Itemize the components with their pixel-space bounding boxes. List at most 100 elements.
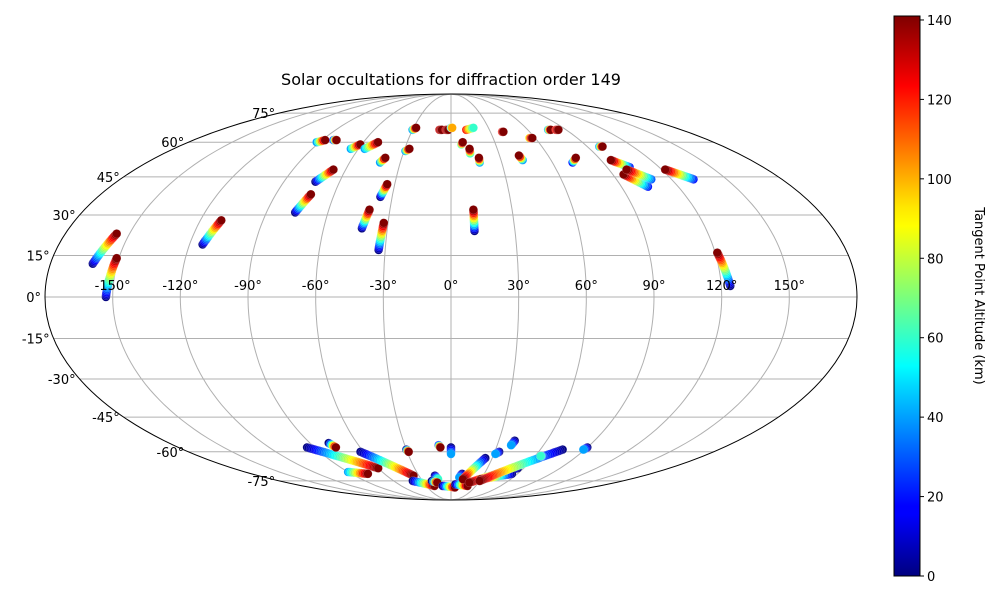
latitude-tick-label: 0° — [26, 291, 41, 306]
occultation-point — [514, 150, 524, 160]
occultation-track — [660, 165, 699, 184]
occultation-point — [380, 153, 390, 163]
occultation-point — [328, 165, 338, 175]
occultation-point — [506, 440, 516, 450]
latitude-tick-label: 45° — [97, 171, 120, 186]
longitude-tick-label: -30° — [369, 279, 397, 294]
occultation-point — [216, 215, 226, 225]
latitude-tick-label: -15° — [22, 333, 50, 348]
occultation-track — [465, 144, 475, 158]
occultation-point — [435, 442, 445, 452]
longitude-tick-label: -60° — [302, 279, 330, 294]
latitude-tick-label: 15° — [27, 249, 50, 264]
latitude-tick-label: -75° — [247, 475, 275, 490]
occultation-point — [373, 137, 383, 147]
occultation-point — [112, 253, 122, 263]
occultation-point — [306, 189, 316, 199]
occultation-point — [464, 478, 474, 488]
occultation-track — [329, 135, 342, 145]
longitude-tick-label: 30° — [507, 279, 530, 294]
map-boundary — [44, 93, 858, 501]
occultation-track — [446, 123, 457, 133]
occultation-track — [568, 153, 581, 167]
occultation-point — [447, 123, 457, 133]
occultation-point — [536, 451, 546, 461]
occultation-point — [382, 179, 392, 189]
latitude-tick-label: -60° — [157, 446, 185, 461]
longitude-tick-label: 90° — [642, 279, 665, 294]
occultation-track — [536, 451, 547, 461]
occultation-point — [578, 445, 588, 455]
occultation-track — [375, 153, 390, 167]
occultation-point — [498, 127, 508, 137]
longitude-tick-label: 60° — [575, 279, 598, 294]
occultation-point — [468, 123, 478, 133]
occultation-point — [606, 155, 616, 165]
occultation-point — [365, 205, 375, 215]
occultation-point — [331, 442, 341, 452]
occultation-point — [404, 447, 414, 457]
occultation-track — [88, 229, 122, 269]
occultation-track — [101, 253, 122, 302]
longitude-tick-label: 0° — [444, 279, 459, 294]
colorbar-ticks: 0 20 40 60 80 100 120 140 — [920, 14, 952, 585]
occultation-point — [553, 125, 563, 135]
colorbar-tick-label: 120 — [927, 93, 952, 108]
occultation-track — [311, 165, 338, 187]
occultation-track — [514, 150, 528, 165]
occultation-track — [343, 467, 373, 479]
occultation-point — [446, 449, 456, 459]
occultation-point — [320, 135, 330, 145]
occultation-point — [404, 144, 414, 154]
occultation-point — [571, 153, 581, 163]
occultation-point — [332, 135, 342, 145]
latitude-tick-label: 60° — [161, 136, 184, 151]
occultation-track — [408, 123, 421, 135]
latitude-tick-label: 75° — [252, 107, 275, 122]
colorbar-label: Tangent Point Altitude (km) — [971, 206, 986, 384]
occultation-point — [468, 205, 478, 215]
occultation-track — [434, 440, 445, 452]
occultation-track — [324, 438, 341, 452]
occultation-point — [598, 142, 608, 152]
occultation-point — [622, 165, 632, 175]
occultation-track — [490, 447, 504, 459]
colorbar-tick-label: 40 — [927, 411, 944, 426]
occultation-track — [594, 142, 608, 152]
longitude-tick-label: -120° — [162, 279, 198, 294]
latitude-tick-label: -30° — [48, 373, 76, 388]
colorbar-tick-label: 0 — [927, 570, 935, 585]
occultation-track — [357, 205, 375, 233]
occultation-track — [506, 436, 520, 450]
colorbar-gradient — [893, 15, 921, 577]
occultation-track — [456, 137, 468, 149]
latitude-tick-label: -45° — [92, 411, 120, 426]
chart-title: Solar occultations for diffraction order… — [281, 70, 621, 89]
latitude-tick-label: 30° — [53, 209, 76, 224]
occultation-track — [290, 189, 316, 217]
colorbar-tick-label: 100 — [927, 173, 952, 188]
occultation-track — [427, 476, 442, 488]
occultation-track — [468, 205, 480, 236]
occultation-track — [302, 442, 383, 473]
occultation-point — [465, 144, 475, 154]
occultation-point — [458, 137, 468, 147]
occultation-track — [375, 179, 392, 202]
occultation-track — [446, 442, 456, 459]
occultation-track — [712, 248, 735, 291]
occultation-track — [578, 442, 592, 455]
occultation-point — [490, 449, 500, 459]
occultation-track — [474, 153, 485, 167]
occultation-track — [356, 447, 419, 481]
graticule — [45, 94, 857, 500]
occultation-track — [374, 218, 389, 255]
latitude-tick-labels: -75° -60° -45° -30° -15° 0° 15° 30° 45° 60° 75° — [22, 107, 275, 490]
longitude-tick-label: 150° — [774, 279, 805, 294]
colorbar-tick-label: 60 — [927, 332, 944, 347]
occultation-track — [198, 215, 226, 249]
occultation-track — [312, 135, 330, 147]
occultation-point — [660, 165, 670, 175]
longitude-tick-label: 120° — [706, 279, 737, 294]
occultation-point — [379, 218, 389, 228]
